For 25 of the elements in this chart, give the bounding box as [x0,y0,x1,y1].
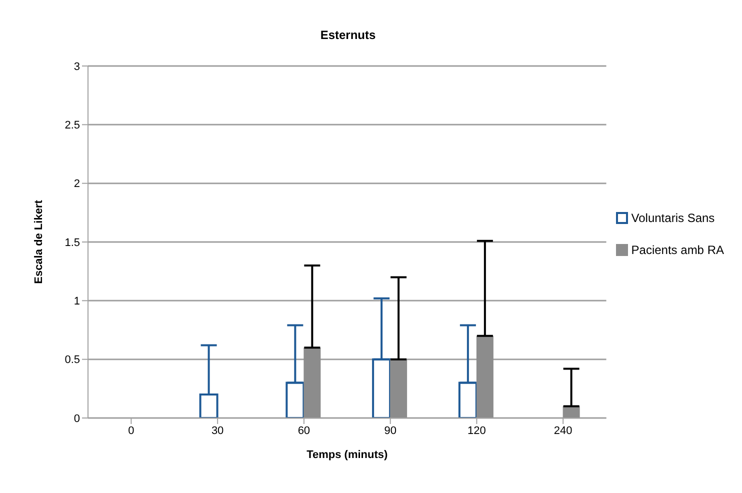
legend-label: Pacients amb RA [630,243,724,257]
chart-title: Esternuts [320,28,376,42]
bar [372,358,392,418]
bar [476,336,494,418]
y-tick-label: 0 [74,412,80,425]
x-tick-label: 60 [298,424,310,437]
y-tick-label: 2 [74,178,80,190]
y-tick-label: 0.5 [64,354,80,366]
x-tick-label: 120 [468,424,486,437]
x-tick-label: 240 [554,424,572,437]
bar [458,382,478,418]
y-tick-label: 1 [74,296,80,308]
y-axis-title: Escala de Likert [32,200,45,284]
legend-label: Voluntaris Sans [630,211,716,225]
x-tick-label: 30 [211,424,224,437]
x-tick-label: 90 [384,424,396,437]
y-tick-label: 3 [74,60,80,73]
bar [390,359,408,418]
x-tick-label: 0 [128,424,134,437]
bar [304,348,321,418]
y-tick-label: 1.5 [64,236,80,249]
bar [199,394,218,418]
y-tick-label: 2.5 [64,120,80,132]
bar [286,382,305,418]
x-axis-title: Temps (minuts) [306,449,388,461]
